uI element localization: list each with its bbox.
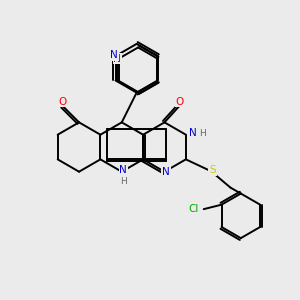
Text: H: H — [199, 129, 206, 138]
Text: O: O — [58, 97, 66, 106]
Text: S: S — [209, 165, 216, 175]
Text: N: N — [119, 165, 127, 175]
Text: N: N — [110, 50, 118, 61]
Text: O: O — [176, 97, 184, 106]
Text: N: N — [189, 128, 197, 138]
Text: N: N — [162, 167, 170, 177]
Text: N: N — [113, 54, 121, 64]
Text: Cl: Cl — [188, 204, 199, 214]
Text: H: H — [120, 177, 127, 186]
